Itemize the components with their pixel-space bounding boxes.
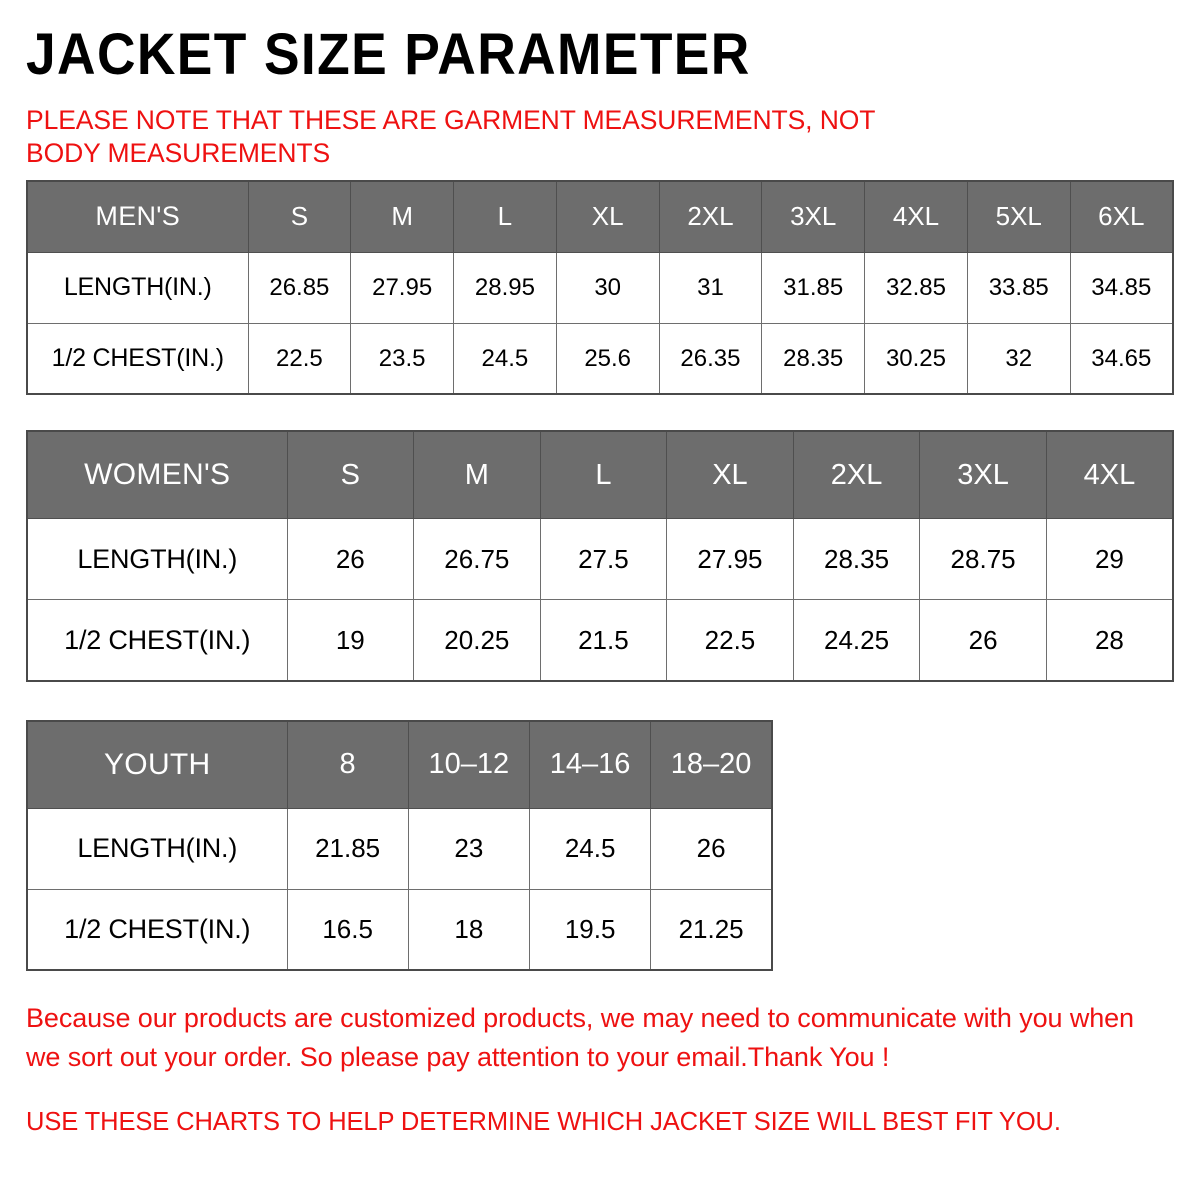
mens-group-header: MEN'S <box>26 180 249 253</box>
womens-table-body: LENGTH(IN.) 26 26.75 27.5 27.95 28.35 28… <box>26 518 1174 682</box>
mens-size-table: MEN'S S M L XL 2XL 3XL 4XL 5XL 6XL LENGT… <box>26 179 1174 396</box>
cell-length-l: 28.95 <box>453 251 557 324</box>
cell-length-5xl: 33.85 <box>966 251 1071 324</box>
cell-chest-4xl: 30.25 <box>864 322 968 395</box>
cell-chest-5xl: 32 <box>966 322 1071 395</box>
cell-length-s: 26.85 <box>247 251 352 324</box>
womens-group-header: WOMEN'S <box>26 430 288 520</box>
cell-chest-l: 21.5 <box>539 599 668 682</box>
cell-length-2xl: 28.35 <box>792 518 921 601</box>
cell-length-xl: 30 <box>555 251 660 324</box>
size-header-m: M <box>350 180 455 253</box>
cell-chest-m: 23.5 <box>350 322 455 395</box>
table-header-row: YOUTH 8 10–12 14–16 18–20 <box>26 720 773 809</box>
cell-chest-s: 19 <box>286 599 415 682</box>
cell-chest-4xl: 28 <box>1045 599 1174 682</box>
size-header-xl: XL <box>666 430 794 520</box>
table-row: 1/2 CHEST(IN.) 19 20.25 21.5 22.5 24.25 … <box>26 599 1174 682</box>
mens-table-head: MEN'S S M L XL 2XL 3XL 4XL 5XL 6XL <box>26 180 1174 253</box>
size-header-s: S <box>286 430 415 520</box>
table-row: 1/2 CHEST(IN.) 22.5 23.5 24.5 25.6 26.35… <box>26 322 1174 395</box>
womens-size-table: WOMEN'S S M L XL 2XL 3XL 4XL LENGTH(IN.)… <box>26 430 1174 682</box>
page-title: JACKET SIZE PARAMETER <box>26 22 751 87</box>
cell-length-3xl: 31.85 <box>761 251 866 324</box>
cell-length-3xl: 28.75 <box>919 518 1047 601</box>
cell-chest-s: 22.5 <box>247 322 352 395</box>
cell-chest-xl: 22.5 <box>666 599 794 682</box>
row-label-length: LENGTH(IN.) <box>26 518 288 601</box>
table-row: LENGTH(IN.) 26 26.75 27.5 27.95 28.35 28… <box>26 518 1174 601</box>
size-header-14-16: 14–16 <box>528 720 652 809</box>
size-header-m: M <box>413 430 541 520</box>
row-label-length: LENGTH(IN.) <box>26 251 249 324</box>
table-header-row: WOMEN'S S M L XL 2XL 3XL 4XL <box>26 430 1174 520</box>
size-header-l: L <box>453 180 557 253</box>
row-label-half-chest: 1/2 CHEST(IN.) <box>26 322 249 395</box>
cell-length-l: 27.5 <box>539 518 668 601</box>
youth-table-head: YOUTH 8 10–12 14–16 18–20 <box>26 720 773 809</box>
cell-length-2xl: 31 <box>658 251 763 324</box>
size-header-18-20: 18–20 <box>650 720 773 809</box>
size-header-6xl: 6XL <box>1069 180 1174 253</box>
size-header-l: L <box>539 430 668 520</box>
youth-table-body: LENGTH(IN.) 21.85 23 24.5 26 1/2 CHEST(I… <box>26 807 773 971</box>
cell-chest-18-20: 21.25 <box>650 888 773 971</box>
size-header-2xl: 2XL <box>792 430 921 520</box>
table-row: LENGTH(IN.) 26.85 27.95 28.95 30 31 31.8… <box>26 251 1174 324</box>
size-header-4xl: 4XL <box>1045 430 1174 520</box>
cell-chest-6xl: 34.65 <box>1069 322 1174 395</box>
size-header-8: 8 <box>286 720 409 809</box>
cell-length-8: 21.85 <box>286 807 409 890</box>
cell-chest-3xl: 28.35 <box>761 322 866 395</box>
table-row: LENGTH(IN.) 21.85 23 24.5 26 <box>26 807 773 890</box>
table-header-row: MEN'S S M L XL 2XL 3XL 4XL 5XL 6XL <box>26 180 1174 253</box>
garment-measurement-note: PLEASE NOTE THAT THESE ARE GARMENT MEASU… <box>26 105 875 169</box>
cell-chest-m: 20.25 <box>413 599 541 682</box>
cell-length-18-20: 26 <box>650 807 773 890</box>
womens-table-head: WOMEN'S S M L XL 2XL 3XL 4XL <box>26 430 1174 520</box>
cell-length-xl: 27.95 <box>666 518 794 601</box>
cell-chest-2xl: 26.35 <box>658 322 763 395</box>
youth-group-header: YOUTH <box>26 720 288 809</box>
cell-length-m: 26.75 <box>413 518 541 601</box>
row-label-half-chest: 1/2 CHEST(IN.) <box>26 599 288 682</box>
cell-chest-xl: 25.6 <box>555 322 660 395</box>
cell-length-4xl: 32.85 <box>864 251 968 324</box>
cell-chest-8: 16.5 <box>286 888 409 971</box>
table-row: 1/2 CHEST(IN.) 16.5 18 19.5 21.25 <box>26 888 773 971</box>
cell-chest-3xl: 26 <box>919 599 1047 682</box>
mens-table-body: LENGTH(IN.) 26.85 27.95 28.95 30 31 31.8… <box>26 251 1174 395</box>
size-header-4xl: 4XL <box>864 180 968 253</box>
size-header-3xl: 3XL <box>761 180 866 253</box>
cell-length-s: 26 <box>286 518 415 601</box>
cell-chest-2xl: 24.25 <box>792 599 921 682</box>
cell-length-m: 27.95 <box>350 251 455 324</box>
size-header-3xl: 3XL <box>919 430 1047 520</box>
cell-length-14-16: 24.5 <box>528 807 652 890</box>
footer-notes: Because our products are customized prod… <box>26 999 1174 1136</box>
customization-note: Because our products are customized prod… <box>26 1003 1134 1073</box>
cell-length-4xl: 29 <box>1045 518 1174 601</box>
row-label-half-chest: 1/2 CHEST(IN.) <box>26 888 288 971</box>
size-header-xl: XL <box>555 180 660 253</box>
cell-chest-l: 24.5 <box>453 322 557 395</box>
youth-size-table: YOUTH 8 10–12 14–16 18–20 LENGTH(IN.) 21… <box>26 719 773 972</box>
cell-chest-10-12: 18 <box>407 888 531 971</box>
size-header-10-12: 10–12 <box>407 720 531 809</box>
cell-length-6xl: 34.85 <box>1069 251 1174 324</box>
cell-chest-14-16: 19.5 <box>528 888 652 971</box>
size-header-5xl: 5XL <box>966 180 1071 253</box>
size-header-s: S <box>247 180 352 253</box>
size-header-2xl: 2XL <box>658 180 763 253</box>
cell-length-10-12: 23 <box>407 807 531 890</box>
chart-usage-note: USE THESE CHARTS TO HELP DETERMINE WHICH… <box>26 1107 1061 1136</box>
row-label-length: LENGTH(IN.) <box>26 807 288 890</box>
